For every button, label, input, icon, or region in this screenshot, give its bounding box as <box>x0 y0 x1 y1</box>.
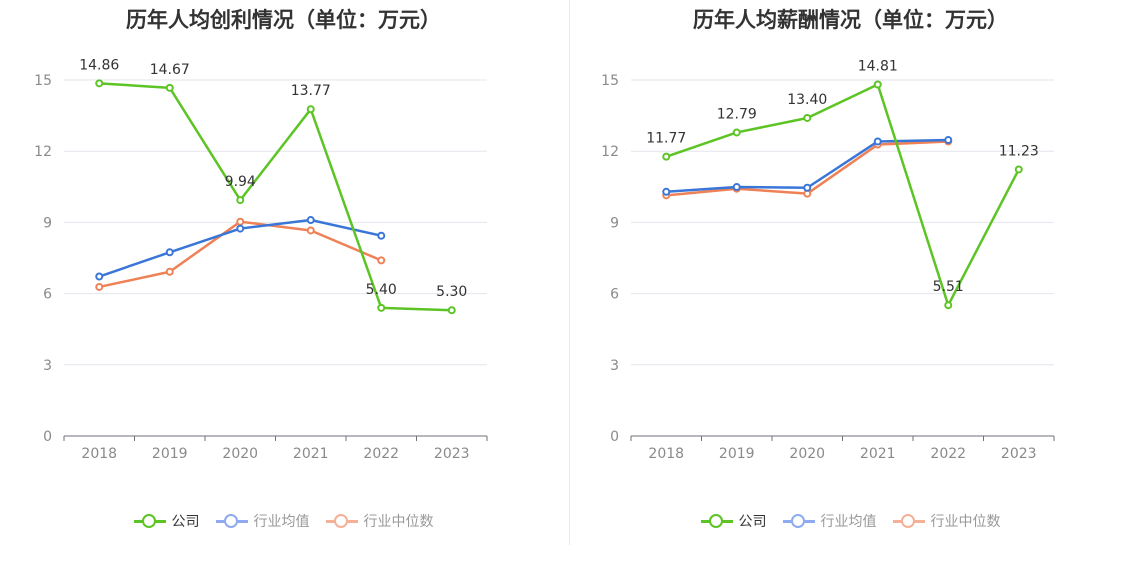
point-company[interactable] <box>662 152 671 161</box>
legend-item-industry-median[interactable]: 行业中位数 <box>892 511 1001 531</box>
x-tick-label: 2021 <box>860 446 896 462</box>
salary-chart-legend: 公司 行业均值 行业中位数 <box>567 511 1134 531</box>
y-tick-label: 15 <box>34 73 52 89</box>
legend-avg-label: 行业均值 <box>820 514 877 530</box>
point-industry-avg[interactable] <box>732 183 741 192</box>
legend-company-swatch <box>133 514 166 528</box>
x-tick-label: 2021 <box>293 446 329 462</box>
y-tick-label: 3 <box>43 358 52 374</box>
data-label-company: 12.79 <box>717 106 757 122</box>
legend-median-swatch <box>325 514 358 528</box>
series-line-company <box>99 82 452 312</box>
point-industry-avg[interactable] <box>662 187 671 196</box>
salary-chart-title: 历年人均薪酬情况（单位：万元） <box>693 8 1008 32</box>
x-tick-label: 2020 <box>222 446 258 462</box>
x-tick-label: 2022 <box>363 446 399 462</box>
legend-median-label: 行业中位数 <box>930 514 1001 530</box>
y-tick-label: 6 <box>610 287 619 303</box>
y-tick-label: 9 <box>43 215 52 231</box>
panel-divider <box>569 0 570 545</box>
profit-chart-title: 历年人均创利情况（单位：万元） <box>126 8 441 32</box>
point-company[interactable] <box>944 301 953 310</box>
legend-avg-swatch <box>782 514 815 528</box>
x-tick-label: 2023 <box>434 446 470 462</box>
point-industry-avg[interactable] <box>236 224 245 233</box>
y-tick-label: 3 <box>610 358 619 374</box>
legend-item-company[interactable]: 公司 <box>700 511 767 531</box>
point-industry-median[interactable] <box>165 267 174 276</box>
point-industry-avg[interactable] <box>803 183 812 192</box>
legend-avg-label: 行业均值 <box>253 514 310 530</box>
profit-chart-panel: 历年人均创利情况（单位：万元） 0 3 6 9 12 15 2018 2019 2020 2021… <box>0 8 567 531</box>
point-industry-avg[interactable] <box>944 136 953 145</box>
y-tick-label: 0 <box>610 429 619 445</box>
point-industry-avg[interactable] <box>165 248 174 257</box>
point-industry-avg[interactable] <box>306 216 315 225</box>
series-line-company <box>665 83 1020 307</box>
point-company[interactable] <box>377 303 386 312</box>
legend-company-label: 公司 <box>738 514 767 530</box>
x-tick-label: 2019 <box>152 446 188 462</box>
point-industry-median[interactable] <box>377 256 386 265</box>
x-tick-label: 2019 <box>719 446 755 462</box>
y-tick-label: 15 <box>601 73 619 89</box>
legend-median-label: 行业中位数 <box>363 514 434 530</box>
data-label-company: 5.30 <box>436 284 467 300</box>
data-label-company: 14.81 <box>858 59 898 75</box>
data-label-company: 11.23 <box>999 143 1039 159</box>
point-company[interactable] <box>732 128 741 137</box>
data-label-company: 13.40 <box>787 92 827 108</box>
point-company[interactable] <box>873 80 882 89</box>
salary-chart-plot: 0 3 6 9 12 15 2018 2019 2020 2021 2022 2023 11.77 12.… <box>601 59 1055 462</box>
data-label-company: 5.40 <box>366 282 397 298</box>
data-label-company: 9.94 <box>225 174 256 190</box>
y-tick-label: 9 <box>610 215 619 231</box>
data-label-company: 5.51 <box>933 279 964 295</box>
x-tick-label: 2020 <box>789 446 825 462</box>
point-company[interactable] <box>447 306 456 315</box>
x-tick-label: 2018 <box>81 446 117 462</box>
y-tick-label: 12 <box>34 144 52 160</box>
data-label-company: 13.77 <box>291 83 331 99</box>
point-company[interactable] <box>95 79 104 88</box>
legend-median-swatch <box>892 514 925 528</box>
point-company[interactable] <box>1014 165 1023 174</box>
legend-company-swatch <box>700 514 733 528</box>
legend-company-label: 公司 <box>171 514 200 530</box>
point-industry-avg[interactable] <box>873 137 882 146</box>
profit-chart-legend: 公司 行业均值 行业中位数 <box>0 511 567 531</box>
legend-avg-swatch <box>215 514 248 528</box>
y-tick-label: 6 <box>43 287 52 303</box>
point-company[interactable] <box>236 196 245 205</box>
point-company[interactable] <box>306 105 315 114</box>
salary-chart-panel: 历年人均薪酬情况（单位：万元） 0 3 6 9 12 15 2018 2019 2020 2021… <box>567 0 1134 582</box>
y-tick-label: 12 <box>601 144 619 160</box>
data-label-company: 14.67 <box>150 62 190 78</box>
legend-item-industry-avg[interactable]: 行业均值 <box>782 511 877 531</box>
point-industry-median[interactable] <box>236 217 245 226</box>
point-industry-avg[interactable] <box>377 231 386 240</box>
point-industry-median[interactable] <box>95 282 104 291</box>
data-label-company: 11.77 <box>646 131 686 147</box>
legend-item-industry-median[interactable]: 行业中位数 <box>325 511 434 531</box>
point-company[interactable] <box>165 83 174 92</box>
x-tick-label: 2018 <box>648 446 684 462</box>
point-company[interactable] <box>803 113 812 122</box>
point-industry-median[interactable] <box>306 226 315 235</box>
x-tick-label: 2022 <box>930 446 966 462</box>
legend-item-company[interactable]: 公司 <box>133 511 200 531</box>
legend-item-industry-avg[interactable]: 行业均值 <box>215 511 310 531</box>
point-industry-avg[interactable] <box>95 272 104 281</box>
profit-chart-plot: 0 3 6 9 12 15 2018 2019 2020 2021 2022 2023 14.86 14.… <box>34 57 488 462</box>
y-tick-label: 0 <box>43 429 52 445</box>
data-label-company: 14.86 <box>79 57 119 73</box>
x-tick-label: 2023 <box>1001 446 1037 462</box>
